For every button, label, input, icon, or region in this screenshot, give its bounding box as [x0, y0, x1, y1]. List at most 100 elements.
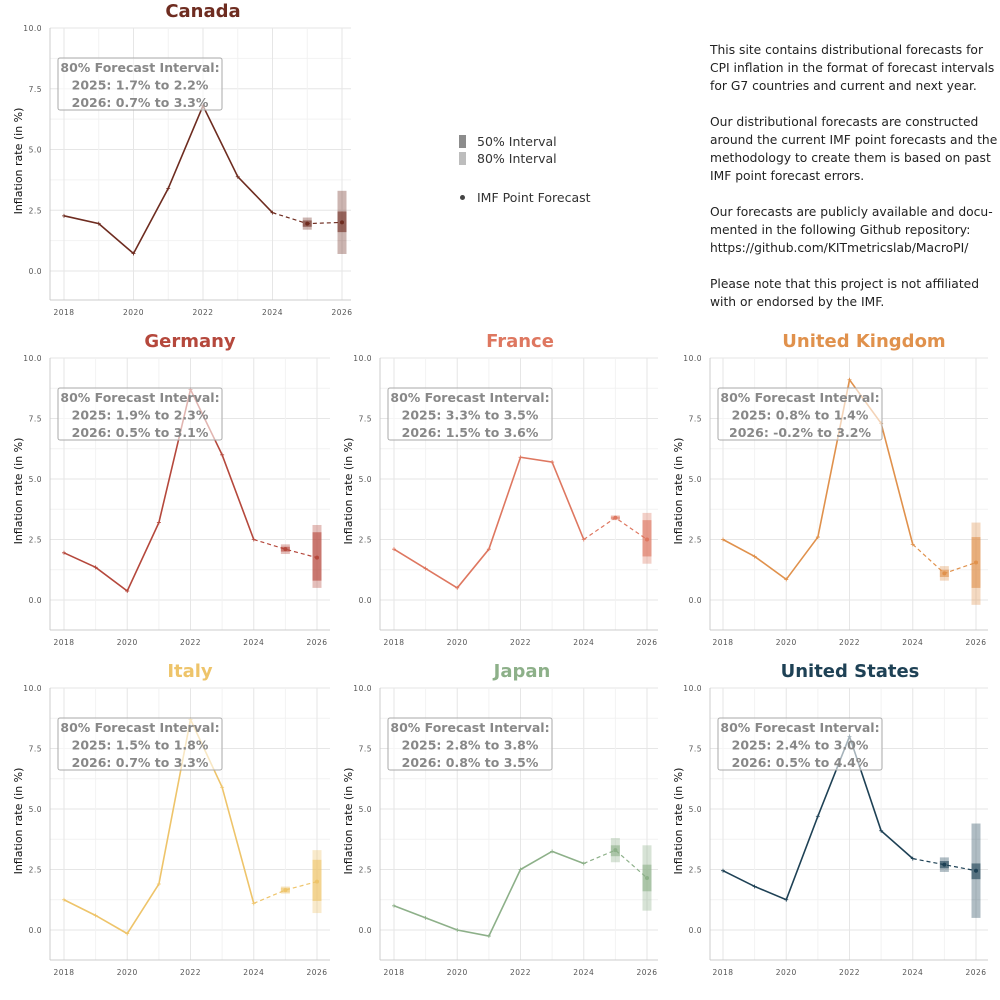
- x-tick-label: 2022: [510, 638, 531, 647]
- x-tick-label: 2020: [447, 968, 468, 977]
- forecast-interval-annotation: [57, 717, 223, 771]
- y-axis-label: Inflation rate (in %): [672, 768, 685, 875]
- y-tick-label: 2.5: [689, 866, 702, 875]
- chart-united-states: 0.0 2.5 5.0 7.5 10.0 2018 2020 2022 2024 2026 Infl…: [672, 661, 988, 977]
- x-tick-label: 2024: [902, 638, 923, 647]
- point-forecast-marker: [942, 571, 947, 576]
- x-tick-label: 2020: [776, 968, 797, 977]
- github-link[interactable]: https://github.com/KITmetricslab/MacroPI…: [710, 241, 969, 255]
- y-tick-label: 10.0: [353, 354, 372, 363]
- desc-line: Our distributional forecasts are constru…: [710, 115, 979, 129]
- chart-title: United States: [781, 661, 920, 682]
- x-tick-label: 2022: [839, 638, 860, 647]
- chart-united-kingdom: 0.0 2.5 5.0 7.5 10.0 2018 2020 2022 2024 2026 Infl…: [672, 331, 988, 647]
- point-forecast-marker: [613, 515, 618, 520]
- x-tick-label: 2018: [53, 968, 74, 977]
- y-tick-label: 5.0: [29, 805, 42, 814]
- y-tick-label: 2.5: [689, 536, 702, 545]
- description: This site contains distributional foreca…: [710, 41, 1000, 329]
- point-forecast-marker: [645, 537, 649, 542]
- x-tick-label: 2020: [447, 638, 468, 647]
- desc-line: CPI inflation in the format of forecast …: [710, 61, 995, 75]
- x-tick-label: 2020: [123, 308, 144, 317]
- annotation-line: 2025: 1.9% to 2.3%: [72, 408, 209, 423]
- y-tick-label: 0.0: [29, 926, 42, 935]
- data-point-marker: [721, 868, 725, 873]
- data-point-marker: [486, 547, 491, 552]
- point-forecast-marker: [645, 875, 649, 880]
- legend-label-point: IMF Point Forecast: [477, 190, 591, 205]
- x-tick-label: 2026: [331, 308, 352, 317]
- point-forecast-dot-icon: [460, 195, 465, 200]
- data-point-marker: [392, 547, 396, 552]
- data-point-marker: [62, 550, 66, 555]
- x-tick-label: 2024: [902, 968, 923, 977]
- annotation-line: 2026: 0.8% to 3.5%: [402, 755, 539, 770]
- y-tick-label: 5.0: [359, 475, 372, 484]
- y-tick-label: 10.0: [683, 354, 702, 363]
- annotation-line: 2026: 0.5% to 3.1%: [72, 425, 209, 440]
- data-point-marker: [220, 785, 225, 790]
- x-tick-label: 2018: [383, 638, 404, 647]
- x-tick-label: 2022: [192, 308, 213, 317]
- x-tick-label: 2020: [776, 638, 797, 647]
- legend-label-80: 80% Interval: [477, 151, 557, 166]
- annotation-line: 2026: 0.7% to 3.3%: [72, 755, 209, 770]
- x-tick-label: 2024: [243, 638, 264, 647]
- y-axis-label: Inflation rate (in %): [12, 108, 25, 215]
- data-point-marker: [455, 928, 460, 932]
- forecast-interval-annotation: [717, 387, 883, 441]
- annotation-line: 2025: 0.8% to 1.4%: [732, 408, 869, 423]
- chart-title: Germany: [144, 331, 236, 352]
- desc-line: around the current IMF point forecasts a…: [710, 133, 998, 147]
- chart-title: Japan: [492, 661, 551, 682]
- data-point-marker: [518, 455, 523, 460]
- annotation-line: 80% Forecast Interval:: [60, 720, 219, 735]
- chart-title: Italy: [167, 661, 213, 682]
- data-point-marker: [125, 589, 130, 594]
- y-tick-label: 0.0: [29, 596, 42, 605]
- chart-france: 0.0 2.5 5.0 7.5 10.0 2018 2020 2022 2024 2026 Infl…: [342, 331, 658, 647]
- interval-50-swatch-icon: [459, 135, 466, 148]
- annotation-line: 80% Forecast Interval:: [60, 60, 219, 75]
- data-point-marker: [220, 452, 225, 457]
- x-tick-label: 2024: [573, 638, 594, 647]
- data-point-marker: [423, 915, 428, 920]
- annotation-line: 2026: 1.5% to 3.6%: [402, 425, 539, 440]
- description-paragraph: Please note that this project is not aff…: [710, 275, 1000, 311]
- data-point-marker: [486, 934, 491, 939]
- y-tick-label: 10.0: [353, 684, 372, 693]
- y-tick-label: 5.0: [689, 805, 702, 814]
- data-point-marker: [752, 884, 757, 889]
- point-forecast-marker: [974, 560, 978, 565]
- x-tick-label: 2018: [383, 968, 404, 977]
- description-paragraph: This site contains distributional foreca…: [710, 41, 1000, 95]
- desc-line: mented in the following Github repositor…: [710, 223, 971, 237]
- annotation-line: 2025: 1.7% to 2.2%: [72, 78, 209, 93]
- y-tick-label: 10.0: [23, 684, 42, 693]
- data-point-marker: [550, 460, 555, 465]
- data-point-marker: [93, 913, 98, 918]
- x-tick-label: 2018: [53, 308, 74, 317]
- y-tick-label: 7.5: [29, 415, 42, 424]
- point-forecast-marker: [942, 862, 947, 867]
- x-tick-label: 2026: [965, 638, 986, 647]
- point-forecast-marker: [315, 555, 319, 560]
- x-tick-label: 2020: [117, 968, 138, 977]
- annotation-line: 80% Forecast Interval:: [720, 390, 879, 405]
- x-tick-label: 2026: [965, 968, 986, 977]
- data-point-marker: [156, 882, 161, 887]
- point-forecast-marker: [283, 888, 288, 893]
- forecast-line: [912, 858, 977, 872]
- point-forecast-marker: [613, 848, 618, 853]
- data-point-marker: [62, 213, 66, 218]
- desc-line: for G7 countries and current and next ye…: [710, 79, 977, 93]
- chart-title: France: [486, 331, 554, 352]
- data-point-marker: [550, 849, 555, 854]
- desc-line: Please note that this project is not aff…: [710, 277, 980, 291]
- x-tick-label: 2026: [636, 638, 657, 647]
- data-point-marker: [62, 897, 66, 902]
- x-tick-label: 2018: [53, 638, 74, 647]
- data-point-marker: [518, 867, 523, 872]
- y-axis-label: Inflation rate (in %): [672, 438, 685, 545]
